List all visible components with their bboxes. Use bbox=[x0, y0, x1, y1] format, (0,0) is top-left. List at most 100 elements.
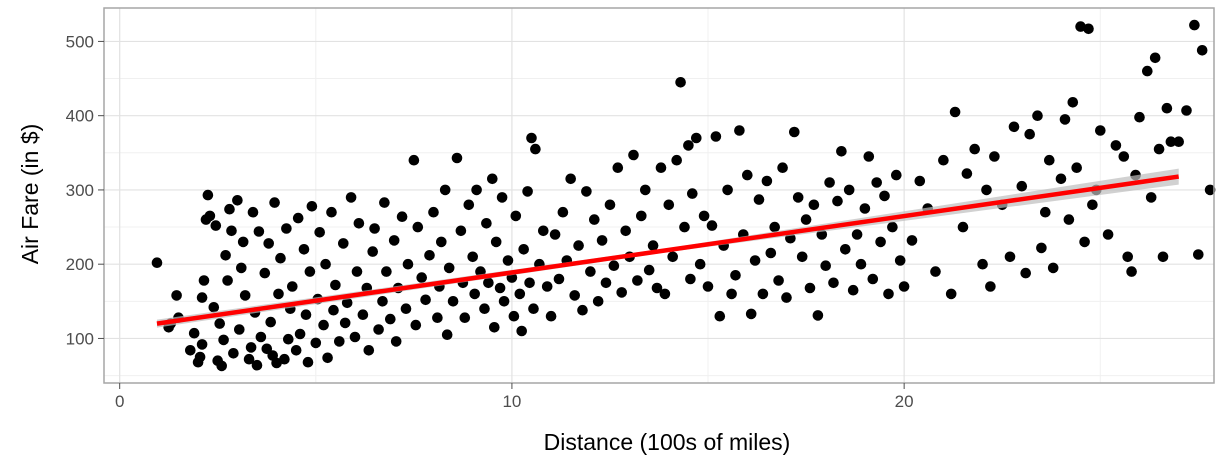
data-point bbox=[600, 277, 612, 289]
data-point bbox=[655, 162, 667, 173]
data-point bbox=[683, 140, 694, 151]
data-point bbox=[300, 309, 312, 321]
data-point bbox=[632, 275, 643, 286]
data-point bbox=[930, 266, 941, 277]
data-point bbox=[341, 297, 353, 309]
data-point bbox=[1102, 229, 1114, 240]
data-point bbox=[459, 312, 471, 324]
data-point bbox=[204, 210, 216, 222]
data-point bbox=[726, 288, 737, 300]
data-point bbox=[1067, 97, 1079, 108]
data-point bbox=[292, 212, 304, 224]
data-point bbox=[208, 302, 220, 313]
data-point bbox=[1142, 65, 1153, 77]
data-point bbox=[334, 336, 345, 347]
data-point bbox=[777, 162, 788, 173]
data-point bbox=[455, 225, 467, 237]
data-point bbox=[494, 282, 506, 294]
data-point bbox=[800, 214, 812, 225]
data-point bbox=[875, 236, 886, 248]
data-point bbox=[318, 319, 329, 331]
data-point bbox=[691, 132, 702, 144]
data-point bbox=[185, 345, 196, 356]
data-point bbox=[489, 322, 500, 333]
data-point bbox=[439, 184, 451, 196]
x-axis-title: Distance (100s of miles) bbox=[544, 429, 791, 455]
data-point bbox=[424, 250, 435, 261]
data-point bbox=[879, 190, 890, 202]
x-tick-label: 10 bbox=[502, 392, 521, 411]
data-point bbox=[363, 345, 375, 356]
data-point bbox=[812, 310, 824, 321]
data-point bbox=[1134, 111, 1145, 123]
data-point bbox=[447, 296, 459, 307]
data-point bbox=[914, 175, 926, 187]
data-point bbox=[565, 173, 576, 185]
data-point bbox=[1095, 125, 1106, 136]
data-point bbox=[222, 275, 233, 286]
data-point bbox=[326, 206, 337, 218]
data-point bbox=[498, 296, 510, 307]
data-point bbox=[1126, 266, 1137, 277]
data-point bbox=[469, 288, 481, 300]
data-point bbox=[1040, 206, 1051, 218]
data-point bbox=[843, 184, 855, 196]
data-point bbox=[883, 288, 894, 300]
data-point bbox=[828, 277, 839, 289]
data-point bbox=[196, 339, 208, 350]
data-point bbox=[871, 177, 882, 188]
data-point bbox=[1036, 242, 1047, 254]
data-point bbox=[749, 255, 761, 266]
data-point bbox=[969, 143, 980, 155]
data-point bbox=[977, 258, 988, 270]
data-point bbox=[1004, 251, 1016, 263]
data-point bbox=[269, 197, 280, 208]
data-point bbox=[804, 282, 816, 294]
data-point bbox=[483, 277, 494, 289]
data-point bbox=[210, 220, 222, 231]
data-point bbox=[522, 186, 533, 197]
minor-gridlines bbox=[104, 8, 1214, 383]
data-point bbox=[412, 221, 424, 233]
data-point bbox=[1204, 184, 1216, 196]
data-point bbox=[1196, 45, 1208, 56]
data-point bbox=[202, 189, 214, 201]
data-point bbox=[432, 312, 443, 324]
data-point bbox=[1193, 249, 1204, 260]
data-point bbox=[1153, 143, 1165, 155]
data-point bbox=[620, 225, 631, 237]
data-point bbox=[357, 309, 369, 321]
data-point bbox=[194, 351, 206, 363]
data-point bbox=[320, 258, 331, 270]
x-axis-ticks: 0 10 20 bbox=[115, 383, 914, 411]
data-point bbox=[524, 277, 535, 289]
data-point bbox=[685, 273, 696, 285]
data-point bbox=[379, 197, 390, 208]
data-point bbox=[236, 262, 247, 274]
data-point bbox=[1083, 23, 1094, 35]
data-point bbox=[957, 221, 969, 233]
data-point bbox=[306, 201, 318, 212]
data-point bbox=[428, 206, 439, 218]
data-point bbox=[557, 206, 569, 218]
data-point bbox=[949, 106, 961, 118]
data-point bbox=[226, 225, 237, 237]
x-tick-label: 20 bbox=[895, 392, 914, 411]
data-point bbox=[234, 324, 245, 335]
data-point bbox=[851, 229, 863, 240]
data-point bbox=[279, 353, 290, 365]
data-point bbox=[338, 238, 349, 249]
data-point bbox=[1145, 192, 1157, 203]
y-tick-label: 300 bbox=[66, 181, 94, 200]
data-point bbox=[1044, 154, 1055, 166]
data-point bbox=[663, 199, 675, 211]
data-point bbox=[502, 255, 514, 266]
data-point bbox=[1087, 199, 1098, 211]
data-point bbox=[628, 149, 639, 161]
data-point bbox=[1118, 151, 1130, 162]
data-point bbox=[659, 288, 671, 300]
data-point bbox=[820, 260, 831, 272]
data-point bbox=[694, 258, 706, 270]
y-axis-title: Air Fare (in $) bbox=[17, 124, 43, 265]
data-point bbox=[516, 325, 527, 337]
